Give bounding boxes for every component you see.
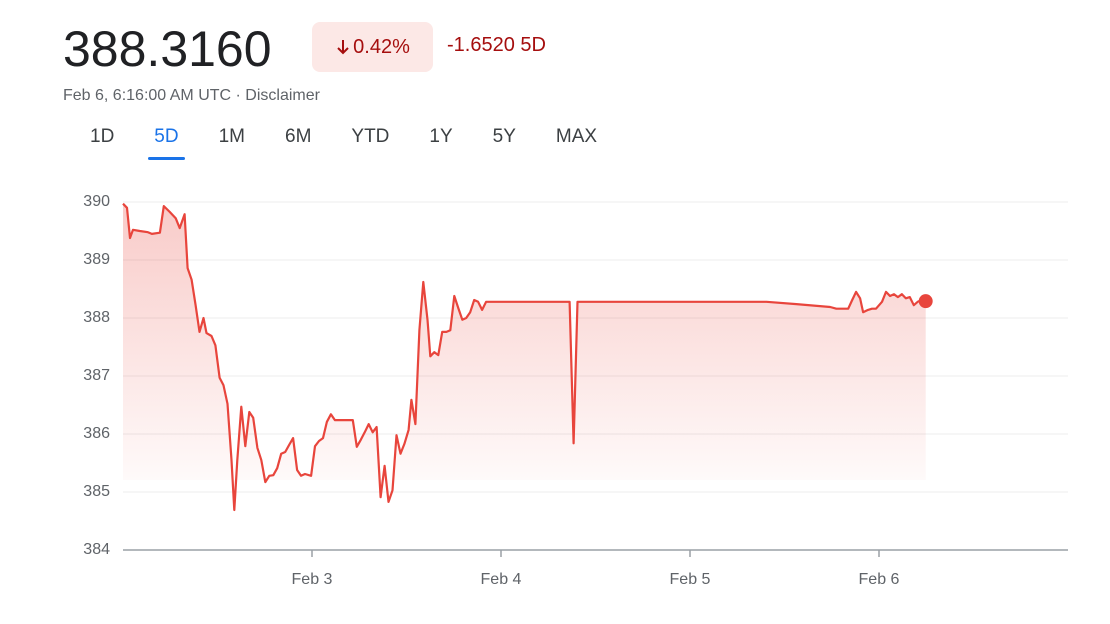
- range-tab[interactable]: 1D: [90, 126, 115, 147]
- range-tab[interactable]: 5Y: [492, 126, 516, 147]
- x-tick-label: Feb 4: [481, 571, 522, 588]
- change-badge: 0.42%: [312, 22, 433, 72]
- range-tab[interactable]: 5D: [134, 126, 198, 160]
- y-tick-label: 386: [83, 425, 110, 442]
- down-arrow: [337, 40, 349, 55]
- y-tick-label: 388: [83, 309, 110, 326]
- x-tick-label: Feb 5: [670, 571, 711, 588]
- y-tick-label: 384: [83, 541, 110, 558]
- timestamp: Feb 6, 6:16:00 AM UTC · Disclaimer: [63, 87, 320, 104]
- y-tick-label: 389: [83, 251, 110, 268]
- x-tick-label: Feb 3: [292, 571, 333, 588]
- area: [123, 203, 926, 510]
- x-tick-label: Feb 6: [859, 571, 900, 588]
- range-tab[interactable]: 1Y: [429, 126, 453, 147]
- range-tab[interactable]: MAX: [555, 126, 598, 147]
- y-tick-label: 387: [83, 367, 110, 384]
- range-tab[interactable]: YTD: [351, 126, 390, 147]
- change-percent: 0.42%: [353, 35, 410, 58]
- y-tick-label: 390: [83, 193, 110, 210]
- range-tab[interactable]: 1M: [218, 126, 245, 147]
- range-tab[interactable]: 6M: [285, 126, 312, 147]
- last-point: [918, 294, 933, 309]
- price: 388.3160: [63, 21, 272, 77]
- price-line: [122, 202, 927, 512]
- range-tabs: 1D 5D 1M 6M YTD 1Y 5Y MAX: [70, 126, 617, 160]
- change: -1.6520 5D: [447, 34, 546, 56]
- y-tick-label: 385: [83, 483, 110, 500]
